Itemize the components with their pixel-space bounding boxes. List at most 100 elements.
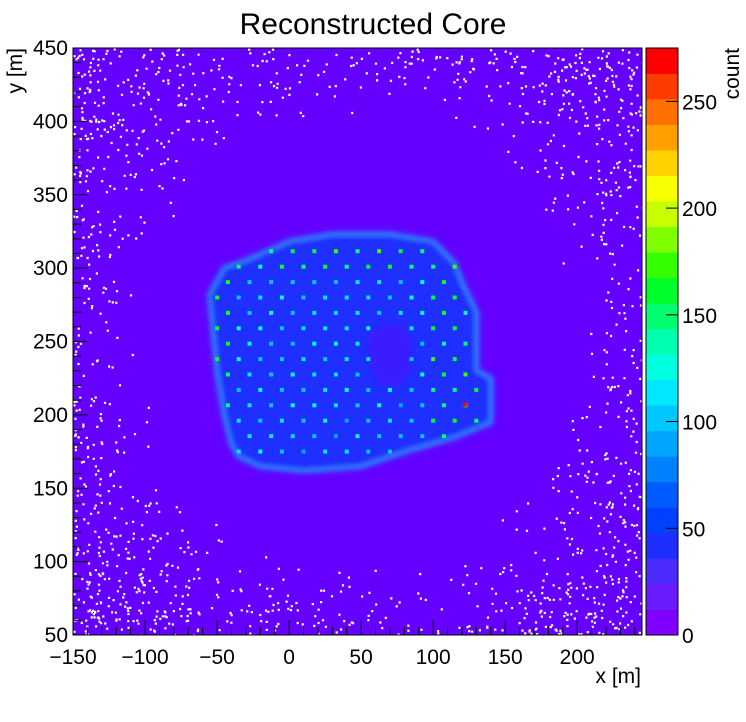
detector-dot (290, 310, 295, 315)
detector-dot (312, 372, 317, 377)
detector-dot (312, 434, 317, 439)
colorbar-frame (645, 47, 679, 636)
detector-dot (344, 326, 349, 331)
detector-dot (269, 372, 274, 377)
detector-dot (301, 264, 306, 269)
detector-dot (452, 357, 457, 362)
detector-dot (236, 418, 241, 423)
detector-dot (333, 310, 338, 315)
colorbar-tick-label: 150 (682, 305, 717, 328)
colorbar-swatch (646, 303, 678, 330)
detector-dot (398, 310, 403, 315)
detector-dot (377, 249, 382, 254)
colorbar-swatch (646, 73, 678, 100)
detector-dot (355, 310, 360, 315)
detector-dot (355, 249, 360, 254)
x-tick-label: −150 (49, 646, 96, 669)
detector-dot (312, 341, 317, 346)
detector-dot (290, 434, 295, 439)
detector-dot (279, 326, 284, 331)
x-tick-label: −50 (199, 646, 235, 669)
detector-dot (258, 295, 263, 300)
detector-dot (366, 418, 371, 423)
detector-dot (236, 326, 241, 331)
detector-dot (279, 418, 284, 423)
colorbar-swatch (646, 201, 678, 228)
heatmap-regions (206, 231, 494, 474)
detector-dot (312, 280, 317, 285)
detector-dot (441, 434, 446, 439)
detector-dot (366, 326, 371, 331)
detector-dot (225, 403, 230, 408)
detector-dot (236, 387, 241, 392)
colorbar-tick-label: 50 (682, 518, 705, 541)
detector-dot (409, 387, 414, 392)
colorbar-swatch (646, 328, 678, 355)
detector-dot (323, 264, 328, 269)
colorbar-swatch (646, 354, 678, 381)
detector-dot (420, 372, 425, 377)
x-axis-label: x [m] (596, 665, 642, 688)
detector-dot (441, 372, 446, 377)
detector-dot (333, 249, 338, 254)
detector-dot (366, 295, 371, 300)
detector-dot (409, 295, 414, 300)
detector-dot (474, 387, 479, 392)
detector-dot (431, 387, 436, 392)
y-axis-label: y [m] (4, 48, 27, 94)
peak-cell (462, 402, 467, 407)
detector-dot (387, 264, 392, 269)
detector-dot (312, 249, 317, 254)
detector-dot (225, 310, 230, 315)
detector-dot (452, 418, 457, 423)
detector-dot (474, 418, 479, 423)
colorbar-swatch (646, 609, 678, 636)
colorbar-swatch (646, 379, 678, 406)
colorbar-swatch (646, 175, 678, 202)
detector-dot (398, 280, 403, 285)
y-tick-label: 100 (33, 551, 68, 574)
y-tick-label: 250 (33, 331, 68, 354)
detector-dot (355, 434, 360, 439)
detector-dot (290, 280, 295, 285)
detector-dot (398, 249, 403, 254)
colorbar-tick-label: 250 (682, 91, 717, 114)
colorbar-tick-label: 200 (682, 198, 717, 221)
colorbar-swatch (646, 226, 678, 253)
detector-dot (420, 403, 425, 408)
colorbar-swatch (646, 124, 678, 151)
x-tick-label: 200 (560, 646, 595, 669)
detector-dot (344, 418, 349, 423)
detector-dot (247, 280, 252, 285)
detector-dot (215, 357, 220, 362)
colorbar-swatch (646, 583, 678, 610)
y-tick-label: 300 (33, 257, 68, 280)
detector-dot (463, 310, 468, 315)
y-tick-label: 450 (33, 37, 68, 60)
detector-dot (323, 326, 328, 331)
detector-dot (441, 280, 446, 285)
detector-dot (387, 295, 392, 300)
detector-dot (333, 434, 338, 439)
colorbar-tick-label: 100 (682, 412, 717, 435)
x-tick-label: 150 (488, 646, 523, 669)
colorbar-swatch (646, 481, 678, 508)
detector-dot (333, 341, 338, 346)
colorbar-swatch (646, 252, 678, 279)
detector-dot (301, 295, 306, 300)
detector-dot (269, 310, 274, 315)
detector-dot (420, 341, 425, 346)
colorbar-swatch (646, 507, 678, 534)
detector-dots (215, 249, 479, 454)
detector-dot (269, 434, 274, 439)
x-axis: −150 −100 −50 0 50 100 150 200 (49, 620, 636, 669)
detector-dot (420, 310, 425, 315)
detector-dot (279, 295, 284, 300)
detector-dot (344, 357, 349, 362)
detector-dot (366, 449, 371, 454)
detector-dot (355, 372, 360, 377)
detector-dot (409, 357, 414, 362)
y-tick-label: 200 (33, 404, 68, 427)
detector-dot (323, 387, 328, 392)
colorbar-swatch (646, 405, 678, 432)
